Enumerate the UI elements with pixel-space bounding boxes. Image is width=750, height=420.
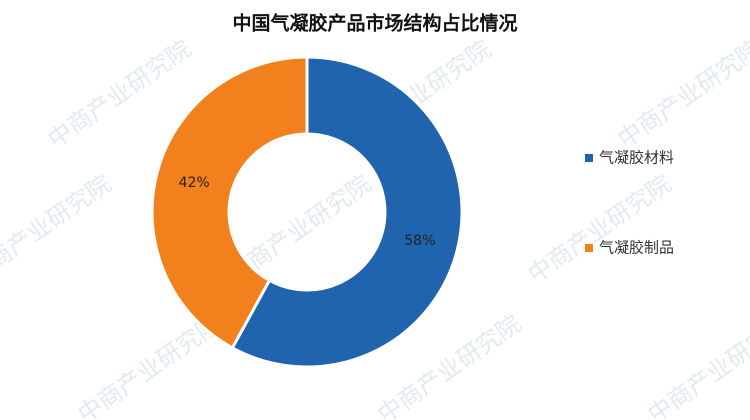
legend-label: 气凝胶制品: [599, 239, 674, 257]
chart-title: 中国气凝胶产品市场结构占比情况: [232, 12, 517, 35]
donut-slice: [230, 55, 464, 369]
legend-swatch: [585, 244, 593, 252]
legend-label: 气凝胶材料: [599, 149, 674, 167]
donut-slice: [150, 55, 309, 350]
data-label: 42%: [179, 175, 210, 191]
legend-swatch: [585, 154, 593, 162]
data-label: 58%: [404, 233, 435, 249]
